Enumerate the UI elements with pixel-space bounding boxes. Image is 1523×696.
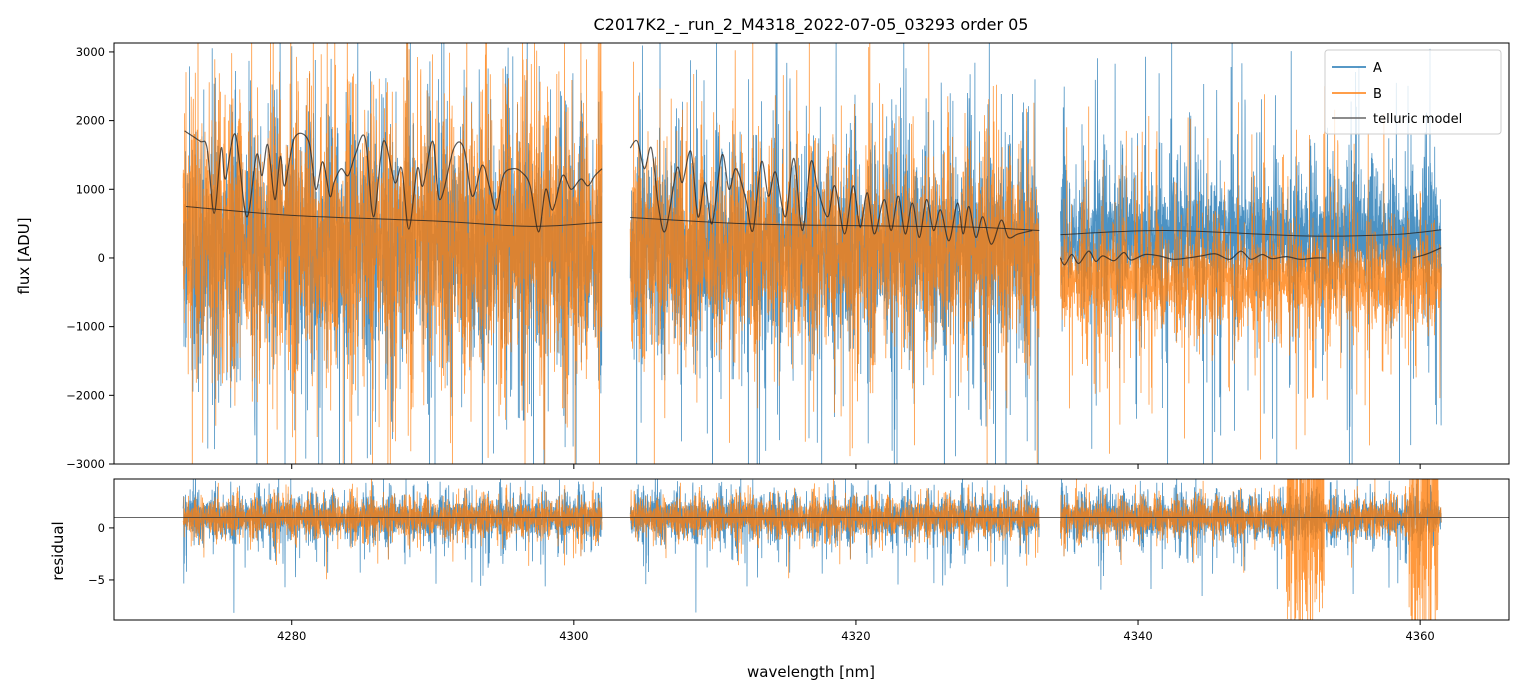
top-y-ticks: −3000 −2000 −1000 0 1000 2000 3000 xyxy=(66,45,114,471)
top-plot-data xyxy=(182,43,1442,464)
x-tick-label: 4360 xyxy=(1405,629,1434,643)
x-tick-label: 4340 xyxy=(1123,629,1152,643)
residual-y-ticks: −5 0 xyxy=(88,521,114,587)
residual-y-tick-label: −5 xyxy=(88,573,105,587)
y-tick-label: 3000 xyxy=(76,45,105,59)
y-tick-label: −3000 xyxy=(66,457,105,471)
series-b-line-segment-2 xyxy=(629,43,1040,464)
legend-label-b: B xyxy=(1373,87,1382,102)
continuum-line-2 xyxy=(630,216,1040,231)
top-axes-frame xyxy=(113,42,1510,465)
chart-title: C2017K2_-_run_2_M4318_2022-07-05_03293 o… xyxy=(594,15,1029,35)
telluric-model-line-2 xyxy=(629,139,1033,245)
residual-y-tick-label: 0 xyxy=(98,521,105,535)
residual-b-line-segment-2 xyxy=(629,479,1040,579)
telluric-model-line-1 xyxy=(184,130,603,233)
top-y-axis-label: flux [ADU] xyxy=(15,217,33,294)
y-tick-label: 2000 xyxy=(76,114,105,128)
x-tick-label: 4280 xyxy=(277,629,306,643)
legend: A B telluric model xyxy=(1324,49,1502,135)
y-tick-label: −1000 xyxy=(66,320,105,334)
x-axis-label: wavelength [nm] xyxy=(747,663,875,681)
residual-axes-frame xyxy=(113,478,1510,621)
telluric-model-line-3 xyxy=(1059,250,1326,266)
series-b-line-segment-3 xyxy=(1060,86,1442,460)
series-b-line-segment-1 xyxy=(182,43,603,464)
residual-y-axis-label: residual xyxy=(49,521,67,580)
x-tick-label: 4300 xyxy=(559,629,588,643)
continuum-line-1 xyxy=(185,205,603,227)
legend-box xyxy=(1324,49,1502,135)
residual-b-line-segment-3 xyxy=(1060,479,1442,620)
residual-b-line-segment-1 xyxy=(182,479,603,580)
legend-label-telluric: telluric model xyxy=(1373,112,1462,127)
x-tick-label: 4320 xyxy=(841,629,870,643)
residual-a-line-segment-3 xyxy=(1060,479,1442,597)
residual-plot-data xyxy=(114,479,1509,620)
continuum-line-3 xyxy=(1060,229,1442,237)
telluric-model-line-4 xyxy=(1412,247,1442,259)
y-tick-label: 1000 xyxy=(76,182,105,196)
residual-a-line-segment-2 xyxy=(629,479,1040,613)
y-tick-label: 0 xyxy=(98,251,105,265)
residual-a-line-segment-1 xyxy=(182,479,603,613)
legend-label-a: A xyxy=(1373,61,1382,76)
y-tick-label: −2000 xyxy=(66,388,105,402)
x-ticks: 4280 4300 4320 4340 4360 xyxy=(277,464,1435,643)
